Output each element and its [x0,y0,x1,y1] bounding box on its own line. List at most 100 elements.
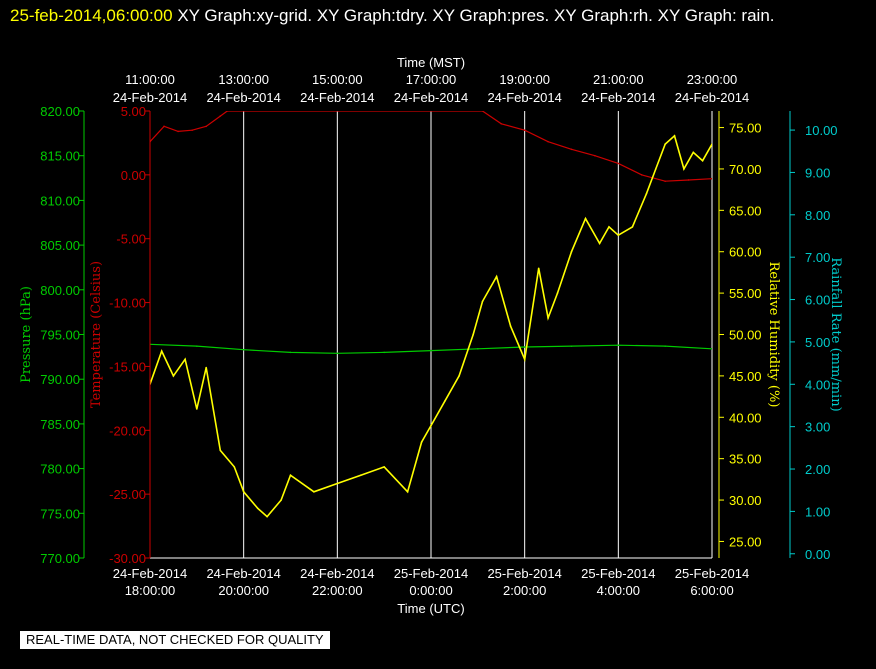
humidity-point [683,168,685,170]
x-tick-label-time: 18:00:00 [125,583,176,598]
top-tick-label-date: 24-Feb-2014 [675,90,749,105]
x-tick-label-time: 6:00:00 [690,583,733,598]
x-tick-label-date: 24-Feb-2014 [113,566,187,581]
y-tick-label: 5.00 [121,104,146,119]
y-tick-label: 7.00 [805,250,830,265]
temperature-point [617,162,620,165]
temperature-point [177,130,179,133]
pressure-point [664,345,666,347]
temperature-point [205,125,207,128]
x-tick-label-time: 2:00:00 [503,583,546,598]
y-tick-label: -20.00 [109,423,146,438]
quality-badge: REAL-TIME DATA, NOT CHECKED FOR QUALITY [20,631,330,649]
humidity-point [495,275,498,278]
top-tick-label-date: 24-Feb-2014 [394,90,468,105]
x-tick-label-date: 24-Feb-2014 [300,566,374,581]
temperature-point [570,148,573,151]
axes-layer: 24-Feb-2014 18:00:00 11:00:00 24-Feb-2014 24… [19,55,843,616]
humidity-point [219,449,222,452]
humidity-point [458,375,460,377]
y-tick-label: -30.00 [109,551,146,566]
temperature-point [687,179,690,181]
temperature-point [191,129,193,131]
humidity-point [196,408,198,410]
humidity-point [481,300,484,303]
humidity-point [205,366,207,369]
y-tick-label: 6.00 [805,293,830,308]
humidity-point [430,424,432,427]
y-tick-label: 805.00 [40,238,80,253]
humidity-point [523,358,526,361]
humidity-point [631,226,634,228]
top-tick-label-date: 24-Feb-2014 [300,90,374,105]
humidity-point [537,267,540,270]
humidity-point [617,234,620,236]
humidity-point [444,399,446,402]
window-title: 25-feb-2014,06:00:00 XY Graph:xy-grid. X… [10,2,870,30]
humidity-point [584,217,587,220]
temperature-line [150,111,712,182]
humidity-point [701,159,704,162]
top-tick-label-date: 24-Feb-2014 [113,90,187,105]
y-tick-label: 0.00 [805,547,830,562]
y-tick-label: 25.00 [729,534,762,549]
pressure-point [617,344,620,347]
temperature-point [481,111,484,112]
humidity-point [160,350,163,352]
x-tick-label-time: 4:00:00 [597,583,640,598]
pressure-point [430,349,432,352]
temperature-point [219,115,222,117]
timestamp: 25-feb-2014,06:00:00 [10,6,173,25]
humidity-point [509,325,512,328]
humidity-point [420,441,423,443]
humidity-point [289,474,292,477]
x-tick-label-date: 24-Feb-2014 [206,566,280,581]
y-axis-title: Temperature (Celsius) [89,261,104,408]
temperature-point [500,122,503,125]
y-tick-label: 3.00 [805,420,830,435]
x-tick-label-time: 0:00:00 [409,583,452,598]
y-tick-label: 790.00 [40,372,80,387]
humidity-point [313,490,315,493]
humidity-point [472,333,474,336]
humidity-point [556,292,559,294]
y-tick-label: 820.00 [40,104,80,119]
y-tick-label: 8.00 [805,208,830,223]
series-layer [150,111,712,518]
temperature-point [226,111,229,112]
humidity-line [150,134,712,518]
pressure-point [711,348,712,350]
x-axis-label-top: Time (MST) [397,55,465,70]
top-tick-label-time: 15:00:00 [312,72,363,87]
top-tick-label-time: 23:00:00 [687,72,738,87]
y-tick-label: 1.00 [805,504,830,519]
humidity-point [256,507,259,510]
top-tick-label-time: 17:00:00 [406,72,457,87]
y-tick-label: 800.00 [40,283,80,298]
pressure-point [242,348,245,351]
humidity-point [655,168,657,170]
humidity-point [645,192,648,195]
grid-lines [149,111,713,559]
humidity-point [242,490,245,493]
x-tick-label-time: 22:00:00 [312,583,363,598]
y-tick-label: 45.00 [729,369,762,384]
top-tick-label-date: 24-Feb-2014 [206,90,280,105]
top-tick-label-date: 24-Feb-2014 [487,90,561,105]
y-tick-label: 50.00 [729,328,762,343]
temperature-point [547,140,549,143]
humidity-point [711,143,712,145]
humidity-point [598,242,601,245]
top-tick-label-time: 21:00:00 [593,72,644,87]
humidity-point [184,358,186,361]
y-tick-label: 60.00 [729,245,762,260]
y-tick-label: 815.00 [40,149,80,164]
top-tick-label-time: 11:00:00 [125,72,175,87]
y-tick-label: 0.00 [121,168,146,183]
temperature-point [594,154,596,157]
y-tick-label: -15.00 [109,359,146,374]
y-tick-label: 30.00 [729,493,762,508]
temperature-point [711,177,712,180]
y-tick-label: 35.00 [729,452,762,467]
